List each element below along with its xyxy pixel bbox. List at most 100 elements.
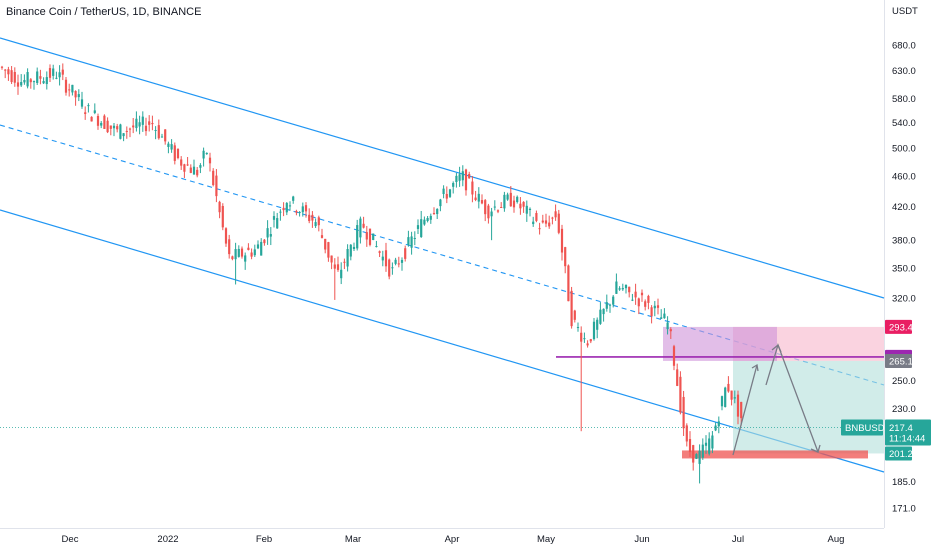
candle-body xyxy=(100,122,103,126)
candle-body xyxy=(368,228,372,245)
candle-body xyxy=(458,174,461,181)
symbol-tag-label: BNBUSDT xyxy=(845,423,891,434)
candle-body xyxy=(522,201,525,207)
candle-body xyxy=(567,265,570,302)
candle-body xyxy=(656,305,660,308)
candle-body xyxy=(112,125,116,129)
candle-body xyxy=(592,321,596,340)
candle-body xyxy=(730,390,733,400)
candle-body xyxy=(119,124,122,139)
channel-upper-line xyxy=(0,37,885,299)
candle-body xyxy=(333,264,336,269)
x-tick-label: Apr xyxy=(445,534,460,545)
candle-body xyxy=(736,394,740,417)
candle-body xyxy=(695,454,698,459)
candle-body xyxy=(637,298,640,307)
candle-body xyxy=(144,125,148,132)
candle-body xyxy=(167,143,170,147)
candle-body xyxy=(720,396,724,407)
candle-body xyxy=(218,201,221,213)
candle-body xyxy=(404,248,407,259)
candle-body xyxy=(269,234,272,237)
candle-body xyxy=(493,206,496,208)
candle-body xyxy=(599,309,602,324)
candle-body xyxy=(548,222,551,227)
candle-body xyxy=(516,196,519,202)
candle-body xyxy=(253,249,256,256)
y-tick-label: 380.0 xyxy=(892,236,916,247)
candle-body xyxy=(180,159,183,166)
candle-body xyxy=(74,91,77,98)
last-price-tag xyxy=(885,419,931,446)
candle-body xyxy=(717,421,720,427)
candle-body xyxy=(692,445,695,463)
candle-body xyxy=(77,94,80,98)
candle-body xyxy=(301,206,304,213)
candle-body xyxy=(202,150,205,159)
candle-body xyxy=(356,225,359,249)
candle-body xyxy=(455,175,458,183)
y-tick-label: 580.0 xyxy=(892,94,916,105)
candle-body xyxy=(266,228,269,238)
candle-body xyxy=(327,242,330,258)
candle-body xyxy=(176,148,180,159)
candle-body xyxy=(711,435,714,449)
candle-body xyxy=(672,346,676,366)
candle-body xyxy=(55,77,58,79)
candle-body xyxy=(685,425,688,442)
candle-body xyxy=(394,259,397,264)
candle-body xyxy=(228,239,231,255)
candle-body xyxy=(93,110,96,113)
candle-body xyxy=(80,99,84,107)
x-tick-label: Feb xyxy=(256,534,272,545)
candle-body xyxy=(45,77,48,85)
candle-body xyxy=(122,133,125,137)
candle-body xyxy=(452,182,455,187)
candle-body xyxy=(426,218,429,222)
candle-body xyxy=(650,307,653,317)
candle-body xyxy=(640,292,644,296)
candle-body xyxy=(183,164,186,172)
candle-body xyxy=(272,216,276,220)
y-tick-label: 630.0 xyxy=(892,66,916,77)
candle-body xyxy=(0,66,4,68)
candle-body xyxy=(106,120,109,133)
y-tick-label: 250.0 xyxy=(892,376,916,387)
candle-body xyxy=(445,193,448,199)
candle-body xyxy=(311,214,314,221)
candle-body xyxy=(384,250,388,267)
candle-body xyxy=(468,173,471,179)
candle-body xyxy=(541,220,544,223)
candle-body xyxy=(413,237,416,239)
candle-body xyxy=(570,290,573,327)
candle-body xyxy=(704,442,708,446)
candle-body xyxy=(39,76,42,79)
candle-body xyxy=(109,125,112,129)
candle-body xyxy=(509,192,512,207)
candle-body xyxy=(391,267,394,269)
candle-body xyxy=(215,175,218,197)
candle-body xyxy=(314,222,317,227)
candle-body xyxy=(20,81,23,86)
projection-arrow-up-1 xyxy=(732,364,758,456)
candle-body xyxy=(292,196,295,201)
x-tick-label: Jun xyxy=(634,534,649,545)
candle-body xyxy=(64,79,68,93)
candle-body xyxy=(224,228,228,244)
candle-body xyxy=(628,286,631,293)
candle-body xyxy=(663,313,666,319)
price-tag-label: 293.4 xyxy=(889,322,913,333)
candle-body xyxy=(336,264,340,270)
candle-body xyxy=(279,211,282,213)
candle-body xyxy=(554,211,557,218)
candle-body xyxy=(196,169,199,176)
candle-body xyxy=(631,299,634,301)
candle-body xyxy=(151,122,154,125)
candle-body xyxy=(29,79,32,83)
y-tick-label: 680.0 xyxy=(892,41,916,52)
candle-body xyxy=(423,219,426,225)
candle-body xyxy=(61,69,64,75)
candle-body xyxy=(512,200,516,208)
candle-body xyxy=(461,171,464,181)
